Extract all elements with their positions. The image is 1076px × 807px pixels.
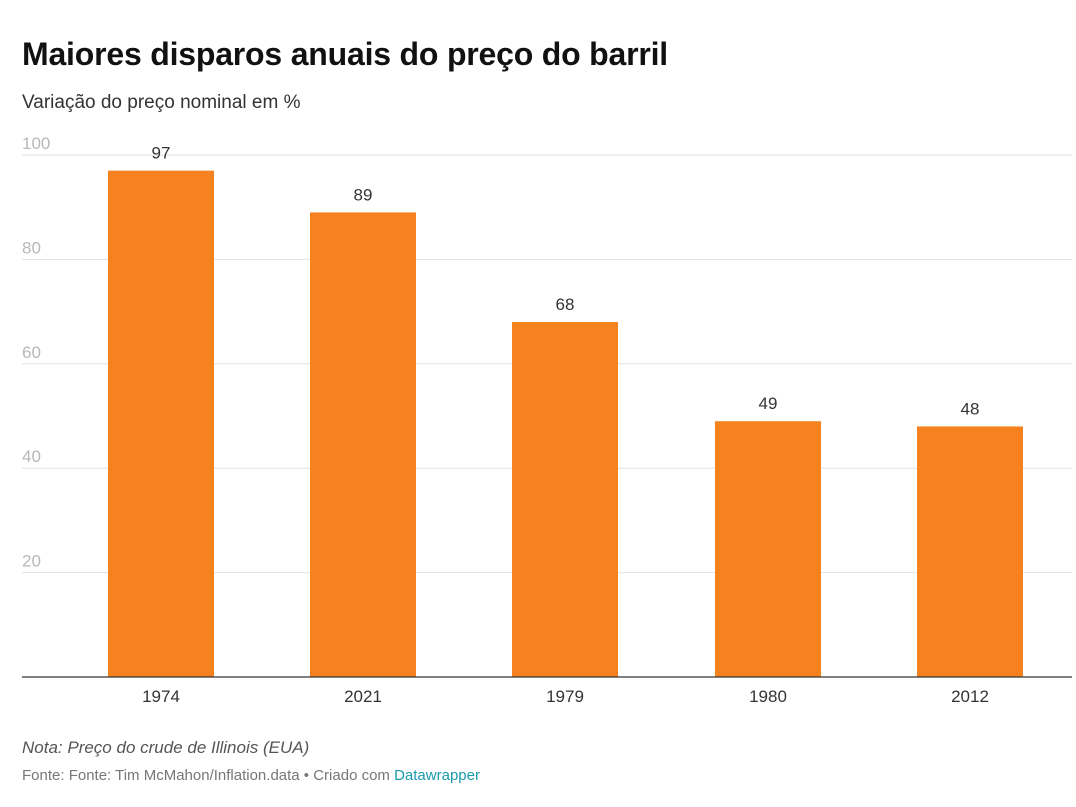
x-tick-label: 1974 — [142, 687, 180, 706]
bar — [917, 426, 1023, 677]
bar — [310, 212, 416, 678]
source-text: Fonte: Fonte: Tim McMahon/Inflation.data… — [22, 767, 395, 784]
chart-footer: Fonte: Fonte: Tim McMahon/Inflation.data… — [22, 767, 480, 784]
x-tick-label: 1980 — [749, 687, 787, 706]
datawrapper-link[interactable]: Datawrapper — [394, 767, 480, 784]
x-tick-label: 2021 — [344, 687, 382, 706]
data-label: 89 — [354, 185, 373, 204]
x-tick-label: 2012 — [951, 687, 989, 706]
data-label: 48 — [961, 399, 980, 418]
y-tick-label: 40 — [22, 447, 41, 466]
bar — [715, 421, 821, 677]
bar — [108, 170, 214, 677]
x-tick-label: 1979 — [546, 687, 584, 706]
y-tick-label: 20 — [22, 552, 41, 571]
y-tick-label: 60 — [22, 343, 41, 362]
bar — [512, 322, 618, 677]
y-tick-label: 100 — [22, 134, 50, 153]
y-tick-label: 80 — [22, 238, 41, 257]
chart-subtitle: Variação do preço nominal em % — [22, 92, 301, 113]
data-label: 97 — [152, 144, 171, 163]
chart-note: Nota: Preço do crude de Illinois (EUA) — [22, 738, 310, 757]
data-label: 49 — [759, 394, 778, 413]
data-label: 68 — [556, 295, 575, 314]
chart-title: Maiores disparos anuais do preço do barr… — [22, 36, 668, 72]
